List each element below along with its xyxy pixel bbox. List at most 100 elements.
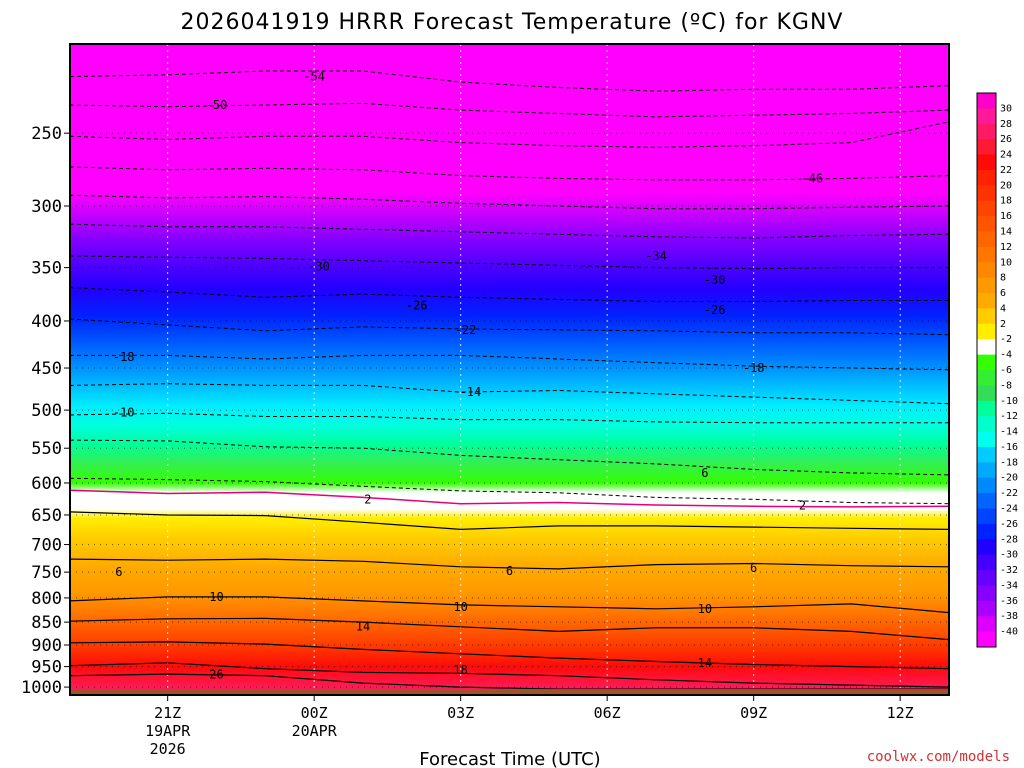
contour-line-solid (70, 617, 949, 641)
y-axis: 250 300 350 400 450 500 550 600 650 700 750 800 850 9… (21, 124, 70, 698)
y-tick-label: 600 (31, 474, 62, 494)
colorbar-label: 8 (1000, 273, 1006, 284)
colorbar-swatch (977, 354, 996, 371)
x-axis-label: Forecast Time (UTC) (419, 749, 600, 768)
colorbar-label: -40 (1000, 627, 1018, 638)
grid-lines (70, 44, 949, 695)
contour-label: 2 (364, 492, 371, 506)
colorbar-swatch (977, 108, 996, 125)
contour-label: -14 (460, 385, 482, 399)
ground-surface (70, 689, 949, 695)
colorbar-swatch (977, 631, 996, 648)
colorbar-label: -22 (1000, 488, 1018, 499)
colorbar-swatch (977, 431, 996, 448)
colorbar-swatch (977, 216, 996, 232)
contour-label: 6 (701, 466, 708, 480)
colorbar-label: 2 (1000, 319, 1006, 330)
contour-label: 14 (698, 656, 712, 670)
contour-label: -30 (308, 259, 330, 273)
y-tick-label: 250 (31, 124, 62, 144)
colorbar-swatch (977, 185, 996, 202)
colorbar-label: -6 (1000, 365, 1012, 376)
colorbar-label: -26 (1000, 519, 1018, 530)
colorbar-label: -30 (1000, 550, 1018, 561)
colorbar-swatch (977, 446, 996, 463)
chart-title: 2026041919 HRRR Forecast Temperature (ºC… (181, 10, 844, 35)
contour-line-solid (70, 662, 949, 688)
contour-label: -30 (704, 273, 726, 287)
colorbar-swatch (977, 585, 996, 602)
colorbar-label: 14 (1000, 227, 1012, 238)
contour-label: -10 (113, 406, 135, 420)
y-tick-label: 450 (31, 359, 62, 379)
y-tick-label: 700 (31, 536, 62, 556)
contour-label: -22 (455, 323, 477, 337)
colorbar-label: -2 (1000, 334, 1012, 345)
colorbar-label: -20 (1000, 473, 1018, 484)
colorbar-swatch (977, 123, 996, 140)
colorbar-swatch (977, 200, 996, 217)
contour-label: 10 (453, 600, 467, 614)
y-tick-label: 350 (31, 259, 62, 279)
colorbar-label: -12 (1000, 411, 1018, 422)
contour-label: -50 (206, 98, 228, 112)
colorbar-swatch (977, 462, 996, 479)
x-tick-label: 20APR (292, 722, 338, 740)
colorbar-label: -16 (1000, 442, 1018, 453)
colorbar-swatch (977, 93, 996, 109)
contour-label: 10 (698, 602, 712, 616)
colorbar-swatch (977, 385, 996, 402)
y-tick-label: 650 (31, 506, 62, 526)
x-tick-label: 09Z (740, 704, 767, 722)
y-tick-label: 750 (31, 563, 62, 583)
contour-label: -26 (406, 299, 428, 313)
y-tick-label: 1000 (21, 678, 62, 698)
colorbar-swatch (977, 508, 996, 525)
contour-line-solid (70, 558, 949, 570)
colorbar-label: 28 (1000, 119, 1012, 130)
y-tick-label: 400 (31, 312, 62, 332)
x-tick-label: 19APR (145, 722, 191, 740)
colorbar-label: -4 (1000, 350, 1012, 361)
colorbar-swatch (977, 416, 996, 433)
colorbar-swatch (977, 277, 996, 294)
colorbar-label: -38 (1000, 611, 1018, 622)
colorbar-swatch (977, 293, 996, 309)
contour-line-solid (70, 596, 949, 614)
y-tick-label: 950 (31, 658, 62, 678)
x-tick-label: 12Z (887, 704, 914, 722)
colorbar-label: -18 (1000, 457, 1018, 468)
temperature-field (70, 44, 949, 695)
colorbar-swatch (977, 323, 996, 340)
y-tick-label: 850 (31, 613, 62, 633)
x-tick-label: 03Z (447, 704, 474, 722)
contour-label: -18 (113, 350, 135, 364)
contour-label: 10 (209, 590, 223, 604)
colorbar-label: 26 (1000, 134, 1012, 145)
contour-line-solid (70, 641, 949, 670)
colorbar-label: 16 (1000, 211, 1012, 222)
colorbar-label: -28 (1000, 534, 1018, 545)
contour-labels: -54 -50 -46 -34 -30 -30 -26 -26 -22 -18 -18 -14 -10 6… (113, 70, 823, 682)
colorbar-swatch (977, 493, 996, 509)
colorbar: 30 28 26 24 22 20 18 16 14 12 10 8 6 4 2 -2 -4 -6 -8 -10 -12… (976, 92, 1018, 648)
colorbar-label: -34 (1000, 580, 1018, 591)
colorbar-swatch (977, 400, 996, 417)
contour-label: 6 (506, 564, 513, 578)
freezing-level-line (70, 489, 949, 508)
contour-line-solid (70, 511, 949, 531)
contour-label: 14 (356, 619, 370, 633)
colorbar-swatch (977, 139, 996, 156)
x-tick-label: 00Z (301, 704, 328, 722)
colorbar-label: 6 (1000, 288, 1006, 299)
colorbar-swatch (977, 231, 996, 248)
contour-label: 6 (115, 565, 122, 579)
colorbar-swatch (977, 370, 996, 386)
credit-text: coolwx.com/models (867, 749, 1010, 765)
colorbar-label: -8 (1000, 380, 1012, 391)
contour-label: -34 (645, 249, 667, 263)
colorbar-swatch (977, 523, 996, 540)
colorbar-swatch (977, 616, 996, 633)
colorbar-label: -24 (1000, 504, 1018, 515)
temperature-bands (70, 44, 949, 695)
